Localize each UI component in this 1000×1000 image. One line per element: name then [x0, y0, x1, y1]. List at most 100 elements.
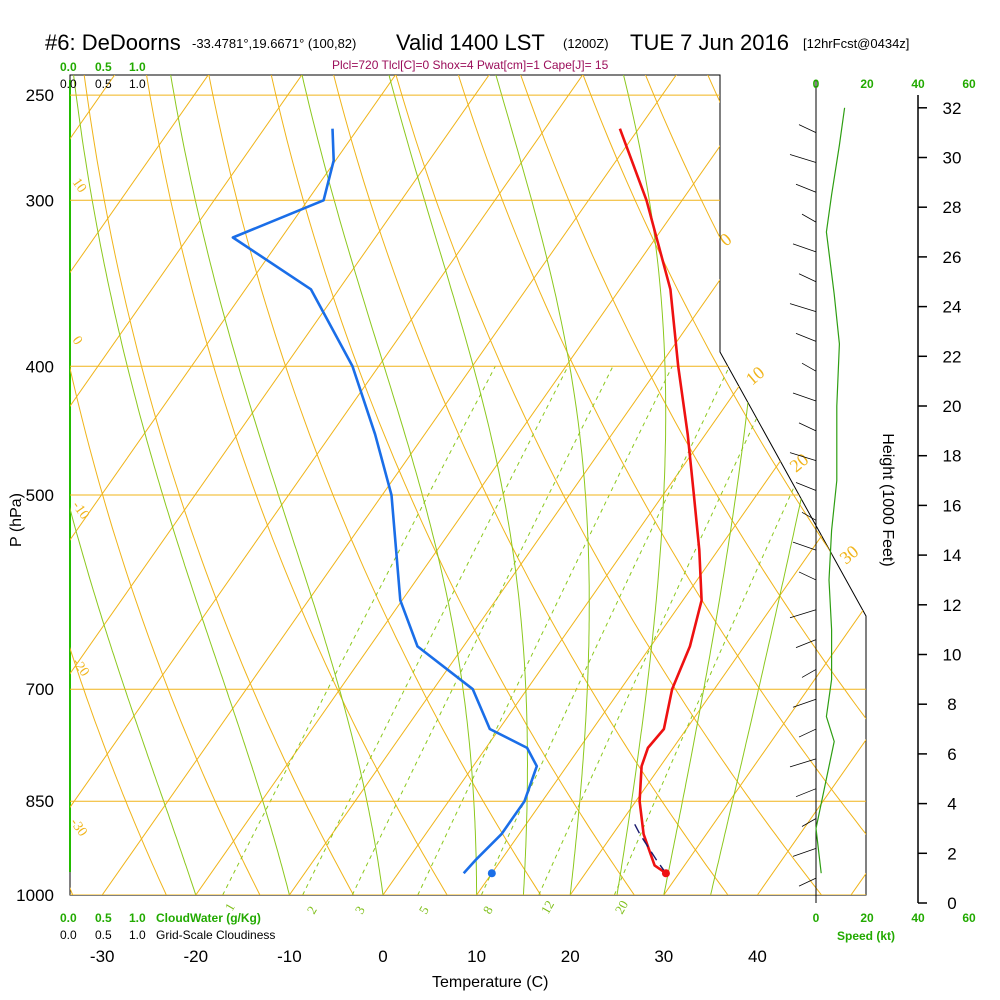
- wind-barb: [801, 511, 817, 521]
- cloud-scale-green-bottom-2: 1.0: [129, 911, 146, 925]
- speed-tick-top: 60: [962, 77, 976, 91]
- cloud-scale-green-bottom-0: 0.0: [60, 911, 77, 925]
- mixing-ratio-line: [480, 366, 730, 895]
- isotherm-label: 20: [786, 449, 813, 476]
- cloudiness-label: Grid-Scale Cloudiness: [156, 928, 275, 942]
- temperature-tick-label: -10: [277, 947, 302, 966]
- dry-adiabat-line: [959, 0, 1000, 923]
- temperature-tick-label: -30: [90, 947, 115, 966]
- chart-parameters: Plcl=720 Tlcl[C]=0 Shox=4 Pwat[cm]=1 Cap…: [332, 58, 609, 72]
- chart-zulu-time: (1200Z): [563, 36, 609, 51]
- cloud-scale-black-2: 1.0: [129, 77, 146, 91]
- speed-axis-title: Speed (kt): [837, 929, 895, 943]
- wind-barb: [795, 333, 817, 342]
- wind-barb: [792, 243, 817, 253]
- dry-adiabat-line: [189, 75, 560, 895]
- y2-axis-title: Height (1000 Feet): [879, 433, 896, 566]
- temperature-tick-label: 40: [748, 947, 767, 966]
- wind-barb: [792, 847, 817, 857]
- isotherm-label: 0: [69, 334, 85, 348]
- pressure-tick-label: 1000: [16, 886, 54, 905]
- temperature-tick-label: -20: [184, 947, 209, 966]
- cloud-scale-green-2: 1.0: [129, 60, 146, 74]
- pressure-tick-label: 700: [26, 680, 54, 699]
- isotherm-line: [101, 75, 866, 895]
- moist-adiabat-line: [70, 75, 290, 895]
- wind-barb: [792, 698, 817, 708]
- speed-tick-top: 40: [911, 77, 925, 91]
- height-tick-label: 0: [947, 894, 956, 913]
- isotherm-label: 10: [742, 362, 769, 389]
- wind-barb: [801, 818, 817, 827]
- isotherm-line: [850, 75, 866, 895]
- mixing-ratio-line: [613, 366, 850, 895]
- wind-barb: [789, 452, 817, 462]
- wind-barb: [789, 758, 817, 768]
- isotherm-line: [70, 75, 284, 895]
- pressure-tick-label: 850: [26, 792, 54, 811]
- dry-adiabat-line: [70, 75, 180, 895]
- dry-adiabat-line: [130, 75, 465, 895]
- height-tick-label: 18: [943, 447, 962, 466]
- isotherm-line: [70, 75, 846, 895]
- dry-adiabat-line: [70, 75, 85, 895]
- moist-adiabat-line: [161, 75, 384, 895]
- chart-coords: -33.4781°,19.6671° (100,82): [192, 36, 356, 51]
- height-tick-label: 20: [943, 397, 962, 416]
- mixing-ratio-line: [538, 366, 782, 895]
- moist-adiabat-line: [480, 75, 590, 895]
- height-tick-label: 8: [947, 695, 956, 714]
- speed-tick-bottom: 20: [860, 911, 874, 925]
- series-layer: [231, 128, 703, 878]
- dry-adiabat-line: [544, 75, 866, 895]
- wind-barb: [798, 571, 817, 581]
- speed-tick-bottom: 40: [911, 911, 925, 925]
- isotherm-line: [70, 75, 565, 895]
- surface-temperature-marker: [661, 869, 670, 878]
- isotherm-line: [70, 75, 659, 895]
- cloudwater-label: CloudWater (g/Kg): [156, 911, 261, 925]
- chart-date: TUE 7 Jun 2016: [630, 30, 789, 55]
- mixing-ratio-label: 12: [538, 898, 557, 917]
- dry-adiabat-line: [367, 75, 845, 895]
- grid-layer: [70, 0, 1000, 923]
- pressure-tick-label: 250: [26, 86, 54, 105]
- isotherm-line: [756, 75, 866, 895]
- isotherm-label: 30: [836, 541, 863, 568]
- height-tick-label: 24: [943, 298, 962, 317]
- surface-dewpoint-marker: [487, 869, 496, 878]
- dry-adiabat-line: [70, 75, 275, 895]
- mixing-ratio-label: 5: [416, 903, 432, 916]
- dry-adiabat-line: [426, 75, 866, 895]
- dry-adiabat-line: [485, 75, 866, 895]
- mixing-ratio-line: [351, 366, 614, 895]
- plot-frame: [69, 74, 867, 896]
- parcel-line: [632, 820, 667, 874]
- wind-barb: [798, 877, 817, 887]
- temperature-tick-label: 10: [467, 947, 486, 966]
- mixing-ratio-label: 3: [352, 903, 368, 916]
- wind-barb: [801, 213, 817, 223]
- height-tick-label: 30: [943, 149, 962, 168]
- isotherm-line: [569, 75, 866, 895]
- isotherm-line: [70, 75, 866, 895]
- mixing-ratio-label: 2: [304, 903, 320, 916]
- isotherm-line: [476, 75, 866, 895]
- wind-barb: [795, 788, 817, 798]
- cloud-scale-green-1: 0.5: [95, 60, 112, 74]
- height-tick-label: 26: [943, 248, 962, 267]
- height-tick-label: 14: [943, 546, 962, 565]
- mixing-ratio-line: [222, 366, 496, 895]
- dry-adiabat-line: [71, 75, 370, 895]
- chart-forecast: [12hrFcst@0434z]: [803, 36, 909, 51]
- cloud-scale-black-bottom-2: 1.0: [129, 928, 146, 942]
- dewpoint-line: [231, 128, 539, 875]
- wind-barb: [801, 362, 817, 372]
- isotherm-line: [70, 75, 378, 895]
- dry-adiabat-line: [307, 75, 750, 895]
- wind-barb: [798, 422, 817, 432]
- mixing-ratio-label: 20: [612, 898, 631, 917]
- cloud-scale-black-bottom-1: 0.5: [95, 928, 112, 942]
- isotherm-label: -10: [69, 499, 92, 523]
